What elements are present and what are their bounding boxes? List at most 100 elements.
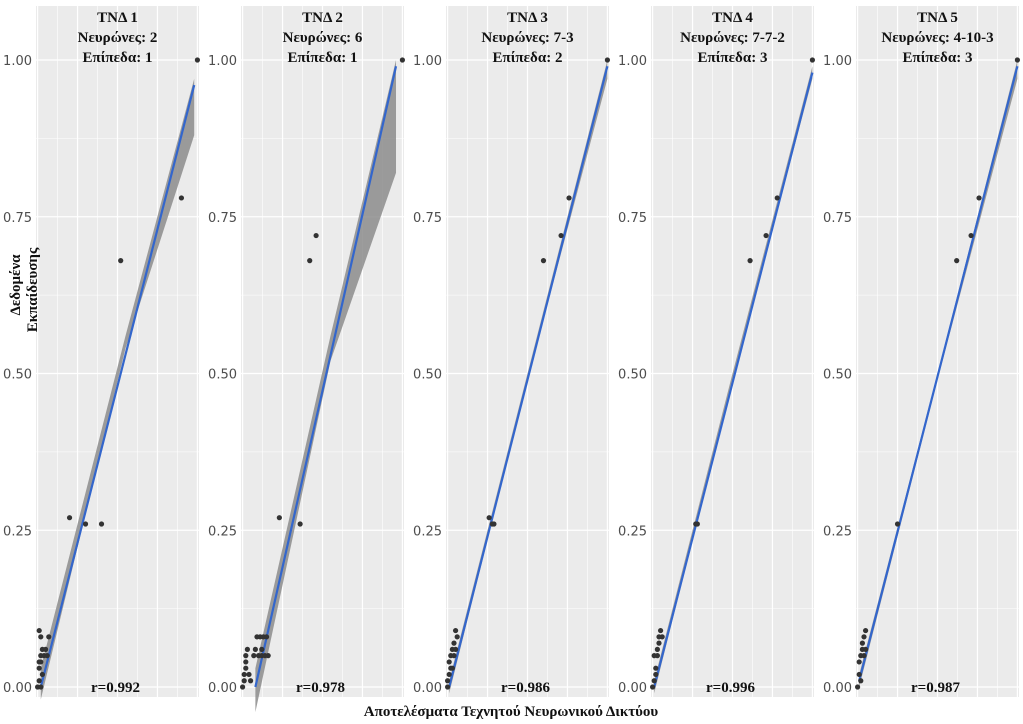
y-tick-label: 0.75	[413, 211, 442, 226]
data-point	[259, 646, 265, 652]
data-point	[854, 684, 861, 690]
data-point	[774, 195, 780, 201]
data-point	[313, 232, 319, 239]
data-point	[36, 678, 42, 684]
data-point	[976, 195, 982, 201]
data-point	[444, 684, 451, 690]
panel-title-line-1: ΤΝΔ 5	[917, 10, 958, 26]
panel-title-line-3: Επίπεδα: 3	[698, 50, 768, 66]
data-point	[243, 665, 249, 671]
y-tick-label: 0.50	[618, 368, 647, 383]
correlation-label: r=0.978	[296, 680, 345, 696]
y-tick-label: 0.00	[3, 681, 32, 696]
data-point	[856, 671, 862, 678]
data-point	[399, 57, 406, 63]
data-point	[858, 678, 864, 684]
panel-title-line-2: Νευρώνες: 2	[78, 30, 158, 46]
y-tick-label: 0.75	[208, 211, 237, 226]
data-point	[263, 634, 270, 640]
y-tick-label: 0.25	[413, 524, 442, 539]
data-point	[540, 258, 547, 264]
regression-line	[448, 65, 609, 688]
data-point	[246, 671, 252, 678]
data-point	[809, 57, 816, 63]
y-tick-label: 0.50	[823, 368, 852, 383]
data-point	[44, 653, 50, 659]
regression-line	[39, 84, 196, 688]
correlation-label: r=0.996	[706, 680, 755, 696]
regression-line	[254, 66, 398, 688]
y-tick-label: 0.25	[3, 524, 32, 539]
data-point	[656, 640, 662, 646]
data-point	[954, 258, 960, 264]
data-point	[118, 258, 124, 264]
panel-title-line-2: Νευρώνες: 7-3	[481, 30, 573, 46]
data-point	[763, 232, 769, 239]
data-point	[654, 653, 660, 659]
panel-4: 0.00 0.25 0.50 0.75 1.00 ΤΝΔ 4 Νευρώνες: 7-7-2…	[618, 6, 816, 697]
data-point	[178, 195, 185, 201]
data-point	[66, 515, 73, 521]
data-point	[307, 258, 313, 264]
panel-title-line-1: ΤΝΔ 1	[97, 10, 138, 26]
data-point	[656, 634, 662, 640]
y-tick-label: 0.50	[208, 368, 237, 383]
correlation-label: r=0.986	[501, 680, 550, 696]
data-point	[451, 640, 457, 646]
data-point	[244, 646, 250, 652]
data-point	[252, 646, 258, 652]
y-tick-label: 0.00	[618, 681, 647, 696]
data-point	[1014, 57, 1021, 63]
data-point	[894, 521, 901, 527]
panel-title-line-2: Νευρώνες: 4-10-3	[881, 30, 993, 46]
data-point	[42, 646, 49, 652]
data-point	[38, 684, 44, 690]
y-tick-label: 0.75	[618, 211, 647, 226]
y-tick-label: 0.75	[823, 211, 852, 226]
data-point	[297, 521, 303, 527]
panel-5: 0.00 0.25 0.50 0.75 1.00 ΤΝΔ 5 Νευρώνες: 4-10-…	[823, 6, 1021, 697]
data-point	[276, 515, 282, 521]
data-point	[491, 521, 497, 527]
panel-title-line-3: Επίπεδα: 2	[493, 50, 563, 66]
data-point	[452, 646, 459, 652]
panel-title-line-2: Νευρώνες: 6	[283, 30, 363, 46]
y-tick-label: 1.00	[413, 54, 442, 69]
data-point	[251, 653, 257, 659]
data-point	[444, 678, 451, 684]
data-point	[452, 627, 459, 634]
panel-title-line-3: Επίπεδα: 3	[903, 50, 973, 66]
data-point	[861, 653, 867, 659]
panel-title-line-1: ΤΝΔ 2	[302, 10, 343, 26]
data-point	[649, 684, 656, 690]
panel-title-line-1: ΤΝΔ 3	[507, 10, 548, 26]
data-point	[82, 521, 89, 527]
data-point	[241, 678, 247, 684]
data-point	[486, 515, 492, 521]
data-point	[36, 659, 42, 665]
y-tick-label: 0.00	[823, 681, 852, 696]
data-point	[657, 627, 664, 634]
panel-title-line-1: ΤΝΔ 4	[712, 10, 753, 26]
panel-2: 0.00 0.25 0.50 0.75 1.00 ΤΝΔ 2 Νευρώνες: 6 Επίπ…	[208, 6, 406, 713]
data-point	[247, 678, 254, 684]
correlation-label: r=0.987	[911, 680, 960, 696]
data-point	[654, 646, 660, 652]
data-point	[98, 521, 105, 527]
data-point	[446, 659, 452, 665]
data-point	[694, 521, 700, 527]
y-axis-label-line1: Δεδομένα	[8, 254, 24, 316]
correlation-label: r=0.992	[91, 680, 140, 696]
data-point	[265, 653, 271, 659]
panel-1: 0.00 0.25 0.50 0.75 1.00 ΤΝΔ 1 Νευρώνες: 2 Επίπ…	[3, 6, 201, 700]
panel-title-line-2: Νευρώνες: 7-7-2	[680, 30, 785, 46]
data-point	[39, 671, 45, 678]
data-point	[862, 627, 869, 634]
data-point	[604, 57, 611, 63]
y-tick-label: 1.00	[823, 54, 852, 69]
data-point	[747, 258, 753, 264]
data-point	[558, 232, 564, 239]
data-point	[653, 671, 659, 678]
y-tick-label: 0.00	[208, 681, 237, 696]
